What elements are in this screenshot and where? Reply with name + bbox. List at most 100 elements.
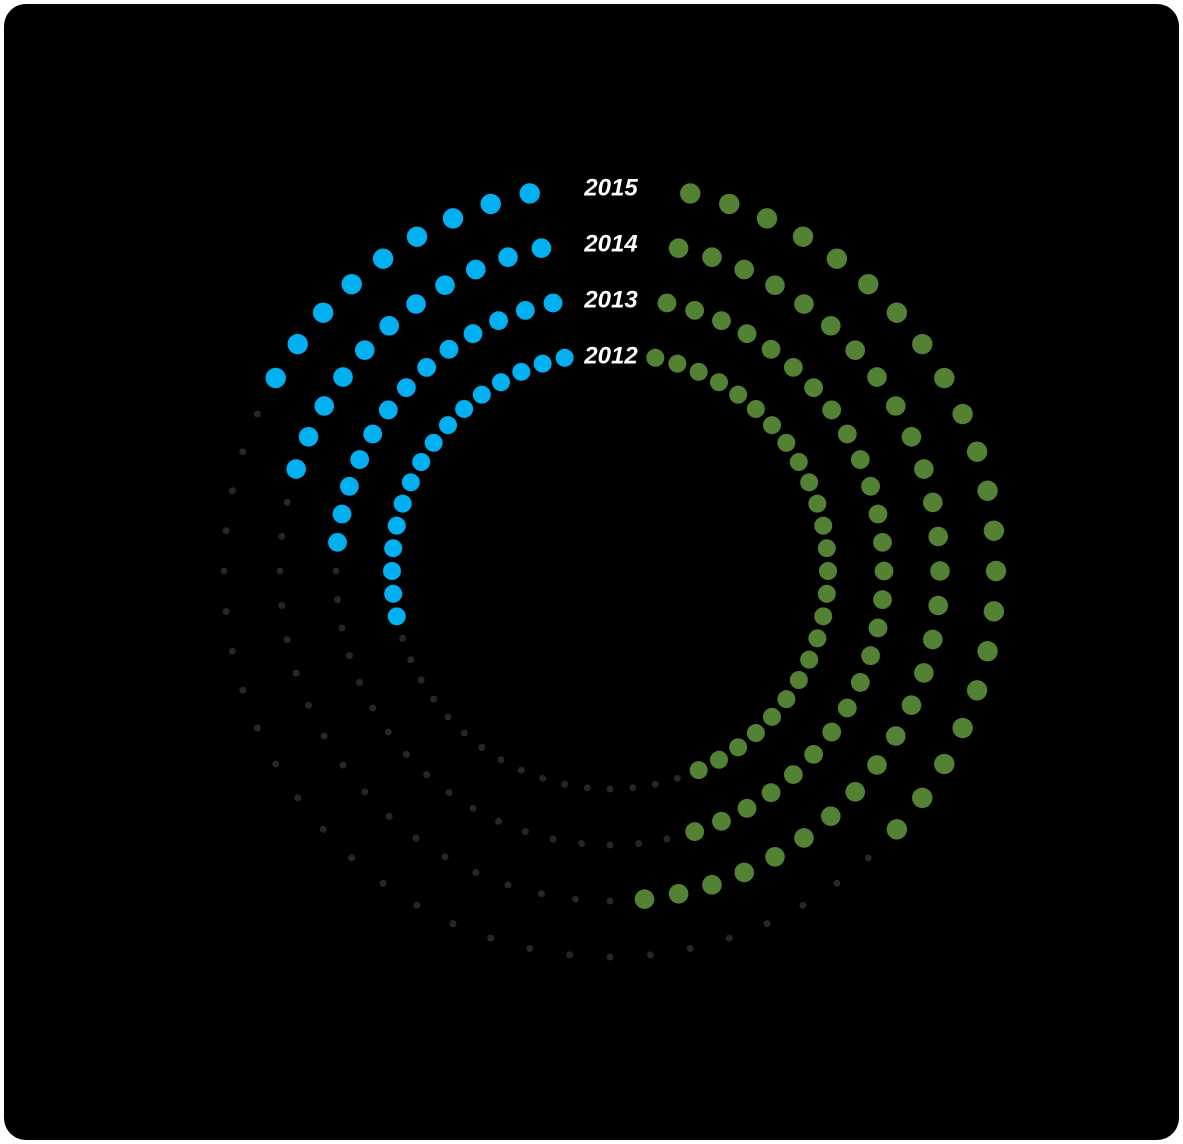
dot [867, 755, 887, 775]
dot [800, 650, 819, 669]
dot [555, 348, 574, 367]
dot [912, 787, 933, 809]
dot [393, 494, 412, 513]
dot [814, 516, 833, 535]
dot [934, 753, 955, 775]
dot-empty [253, 724, 261, 732]
dot-empty [384, 728, 392, 736]
dot-empty [663, 835, 671, 843]
dot [646, 348, 665, 367]
dot [761, 783, 781, 803]
dot-empty [521, 828, 529, 836]
dot-empty [725, 934, 733, 942]
dot [492, 373, 510, 392]
dot [850, 673, 870, 692]
dot [406, 294, 426, 314]
dot [868, 504, 888, 524]
dot [702, 247, 722, 267]
dot [826, 248, 848, 269]
dot-empty [635, 839, 643, 847]
dot-empty [220, 567, 228, 575]
dot [350, 450, 370, 469]
dot-empty [345, 652, 353, 660]
dot [822, 722, 842, 742]
dot [789, 453, 808, 471]
dot [465, 259, 486, 280]
dot [886, 302, 908, 323]
dot [922, 492, 943, 513]
dot [794, 294, 814, 314]
dot [804, 744, 824, 764]
dot-empty [228, 647, 236, 655]
dot [850, 450, 870, 469]
dot [472, 385, 491, 404]
dot-empty [278, 533, 286, 541]
dot [341, 273, 362, 295]
dot [298, 426, 319, 447]
dot-empty [561, 780, 569, 788]
dot-empty [449, 920, 457, 928]
dot-empty [629, 784, 637, 792]
dot [763, 416, 782, 435]
dot [914, 459, 934, 479]
dot [729, 385, 748, 404]
dot [689, 761, 708, 780]
dot-empty [441, 853, 449, 861]
dot [668, 238, 689, 259]
dot-empty [228, 487, 236, 495]
dot [761, 339, 781, 359]
dot [685, 822, 705, 841]
dot [657, 293, 677, 313]
dot [783, 765, 803, 785]
dot-empty [253, 410, 261, 418]
dot-empty [686, 945, 694, 953]
dot-empty [673, 774, 681, 782]
dot [286, 459, 306, 479]
dot [512, 362, 531, 381]
dot [680, 183, 701, 204]
dot [543, 293, 563, 313]
dot [379, 315, 399, 336]
dot [668, 883, 689, 904]
dot-empty [413, 901, 421, 909]
dot [340, 476, 359, 496]
dot [977, 641, 998, 662]
dot-empty [379, 879, 387, 887]
dot-empty [460, 729, 468, 737]
dot [783, 357, 803, 377]
dot-empty [577, 839, 585, 847]
dot [396, 378, 416, 398]
dot [756, 208, 778, 229]
dot [977, 480, 998, 501]
dot-empty [283, 498, 291, 506]
dot [685, 301, 705, 320]
dot [668, 354, 687, 373]
dot-empty [332, 567, 340, 575]
dot [928, 595, 948, 616]
dot [873, 590, 892, 610]
dot-empty [487, 934, 495, 942]
dot-empty [583, 784, 591, 792]
dot-empty [292, 669, 300, 677]
dot-empty [444, 713, 452, 721]
dot-empty [320, 732, 328, 740]
dot [412, 453, 431, 471]
dot-empty [239, 686, 247, 694]
dot-empty [294, 794, 302, 802]
dot [983, 520, 1005, 541]
dot-empty [606, 897, 614, 905]
dot [845, 340, 866, 360]
dot [314, 396, 335, 416]
dot-empty [417, 676, 425, 684]
dot-empty [651, 780, 659, 788]
dot [792, 226, 814, 247]
ring-label: 2013 [583, 286, 638, 313]
dot [424, 433, 443, 452]
dot [819, 562, 837, 580]
dot [930, 561, 950, 581]
dot [363, 424, 383, 444]
dot-empty [385, 812, 393, 820]
dot-empty [864, 854, 872, 862]
dot [634, 889, 655, 909]
